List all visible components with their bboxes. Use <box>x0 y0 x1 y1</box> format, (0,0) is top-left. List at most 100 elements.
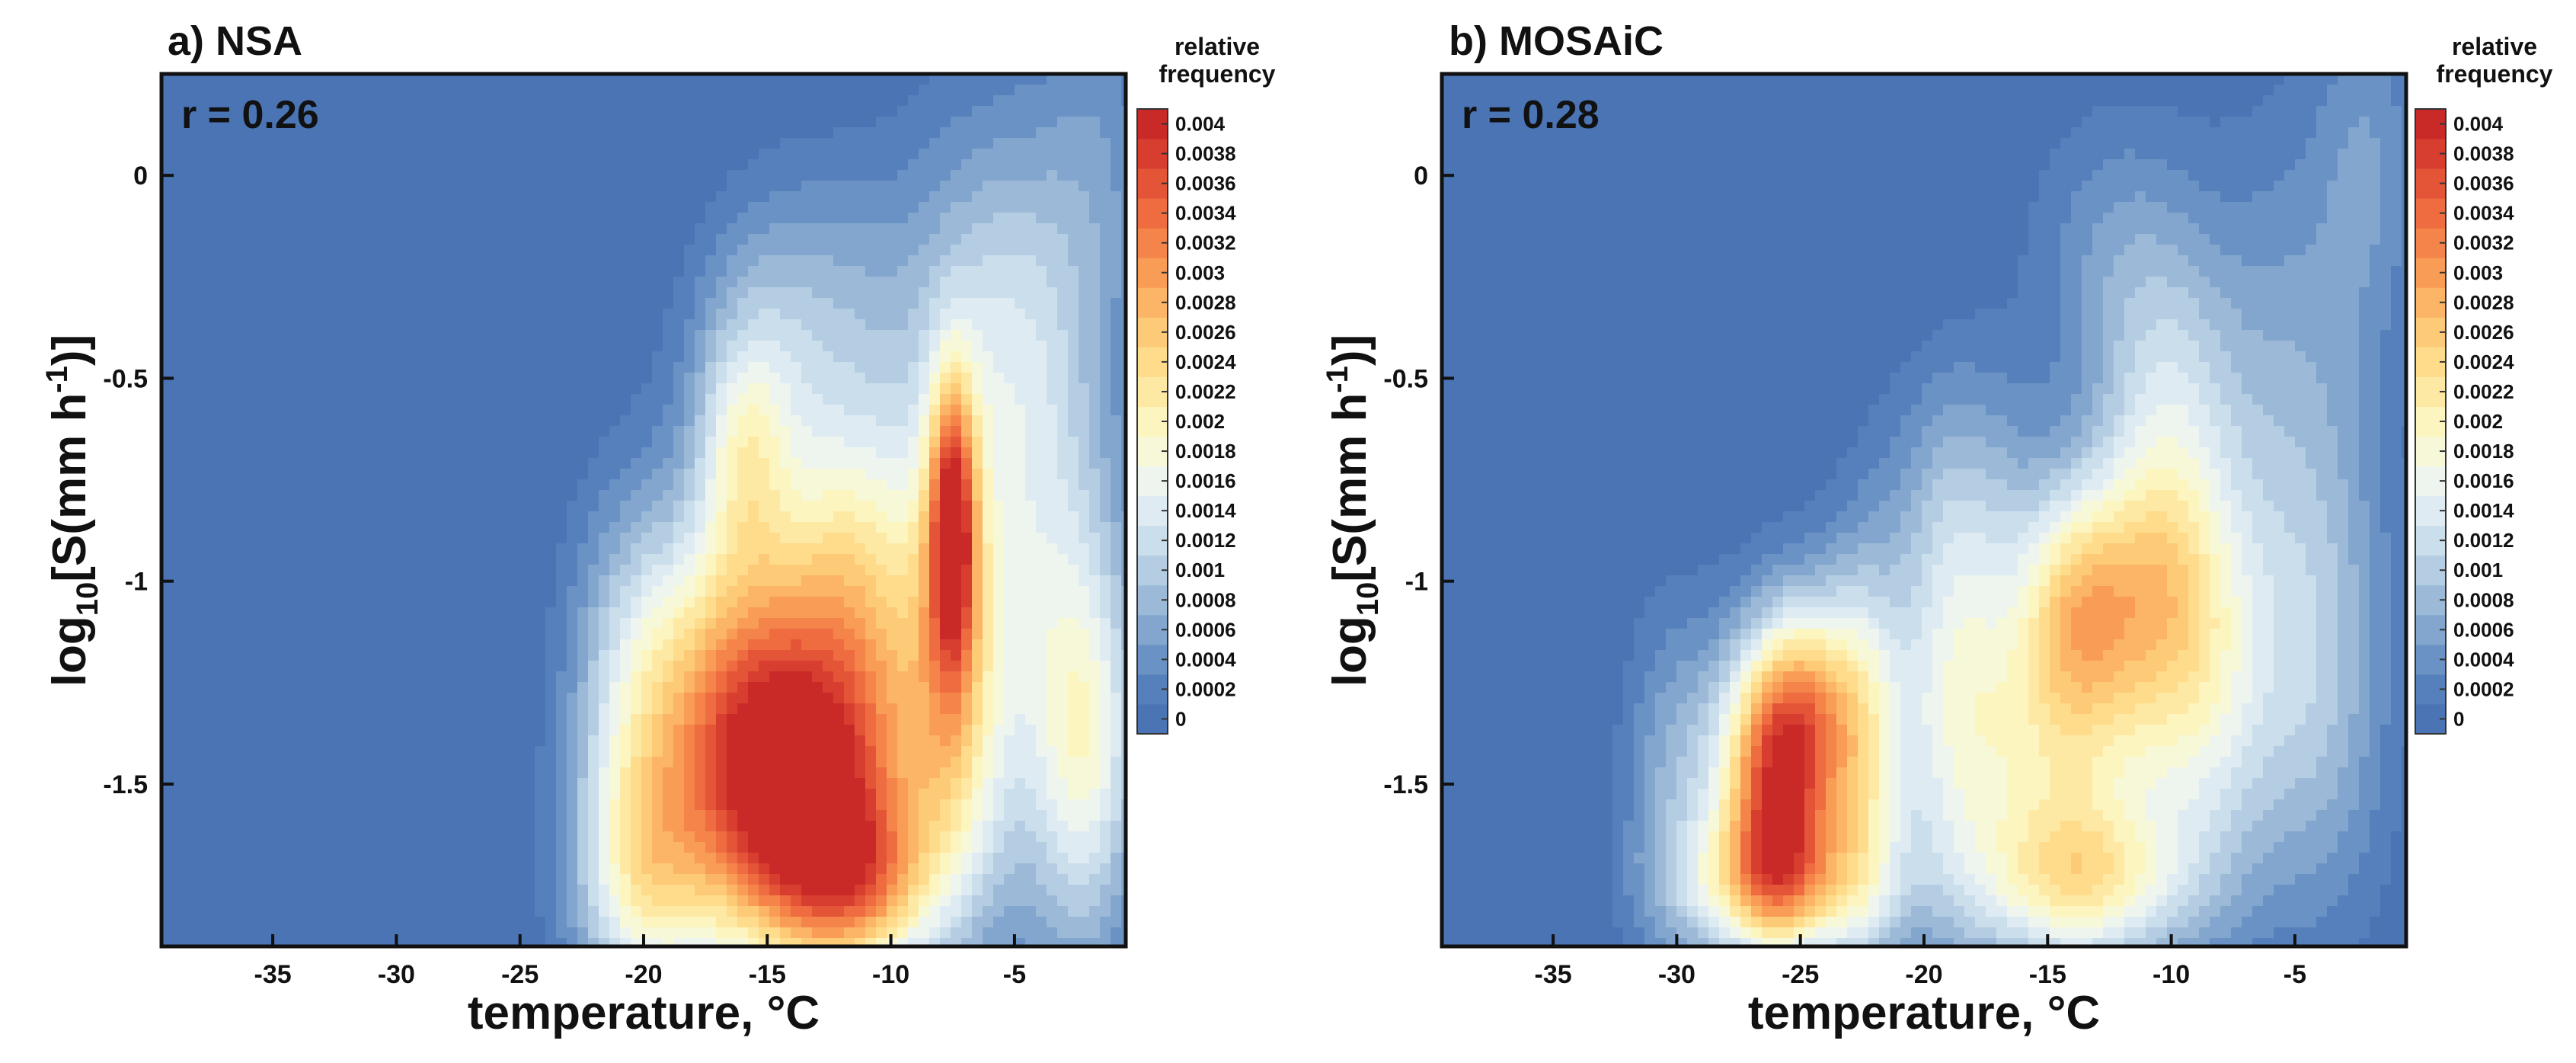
heatmap-cell <box>545 533 557 544</box>
heatmap-cell <box>748 586 759 597</box>
heatmap-cell <box>439 426 450 437</box>
heatmap-cell <box>833 565 845 576</box>
heatmap-cell <box>567 159 578 171</box>
heatmap-cell <box>161 341 173 352</box>
heatmap-cell <box>737 341 749 352</box>
heatmap-cell <box>503 149 514 160</box>
heatmap-cell <box>951 405 962 416</box>
heatmap-cell <box>705 330 717 341</box>
heatmap-cell <box>759 511 770 523</box>
heatmap-cell <box>716 170 727 181</box>
heatmap-cell <box>524 159 535 171</box>
heatmap-cell <box>172 159 184 171</box>
heatmap-cell <box>1111 255 1122 267</box>
heatmap-cell <box>748 266 759 277</box>
heatmap-cell <box>481 330 493 341</box>
heatmap-cell <box>769 394 781 405</box>
heatmap-cell <box>855 245 866 256</box>
heatmap-cell <box>161 522 173 533</box>
heatmap-cell <box>929 490 941 501</box>
heatmap-cell <box>439 362 450 373</box>
heatmap-cell <box>791 533 802 544</box>
heatmap-cell <box>716 565 727 576</box>
heatmap-cell <box>631 362 642 373</box>
heatmap-cell <box>620 245 631 256</box>
heatmap-cell <box>1057 223 1069 235</box>
heatmap-cell <box>652 511 663 523</box>
heatmap-cell <box>321 607 333 619</box>
heatmap-cell <box>407 330 418 341</box>
heatmap-cell <box>471 458 482 469</box>
heatmap-cell <box>727 223 738 235</box>
heatmap-cell <box>300 650 312 661</box>
heatmap-cell <box>247 458 258 469</box>
heatmap-cell <box>737 639 749 651</box>
heatmap-cell <box>567 351 578 363</box>
heatmap-cell <box>737 245 749 256</box>
heatmap-cell <box>599 341 610 352</box>
heatmap-cell <box>396 245 407 256</box>
heatmap-cell <box>321 74 333 85</box>
heatmap-cell <box>172 170 184 181</box>
heatmap-cell <box>919 543 930 555</box>
heatmap-cell <box>449 223 461 235</box>
heatmap-cell <box>1089 383 1101 395</box>
heatmap-cell <box>599 191 610 203</box>
heatmap-cell <box>567 170 578 181</box>
heatmap-cell <box>567 255 578 267</box>
heatmap-cell <box>620 469 631 480</box>
heatmap-cell <box>556 351 567 363</box>
heatmap-cell <box>1068 85 1079 96</box>
heatmap-cell <box>961 255 973 267</box>
heatmap-cell <box>801 639 813 651</box>
heatmap-cell <box>161 351 173 363</box>
heatmap-cell <box>279 490 290 501</box>
heatmap-cell <box>641 117 653 128</box>
heatmap-cell <box>471 266 482 277</box>
heatmap-cell <box>631 287 642 299</box>
heatmap-cell <box>332 543 344 555</box>
heatmap-cell <box>492 202 503 213</box>
heatmap-cell <box>908 565 919 576</box>
heatmap-cell <box>716 245 727 256</box>
heatmap-cell <box>385 437 397 448</box>
heatmap-cell <box>716 277 727 288</box>
heatmap-cell <box>161 586 173 597</box>
heatmap-cell <box>193 607 205 619</box>
heatmap-cell <box>855 383 866 395</box>
heatmap-cell <box>172 287 184 299</box>
heatmap-cell <box>567 458 578 469</box>
heatmap-cell <box>279 447 290 459</box>
heatmap-cell <box>972 501 983 512</box>
heatmap-cell <box>481 106 493 117</box>
heatmap-cell <box>833 95 845 107</box>
heatmap-cell <box>748 575 759 587</box>
heatmap-cell <box>460 341 471 352</box>
heatmap-cell <box>439 565 450 576</box>
heatmap-cell <box>983 255 994 267</box>
heatmap-cell <box>1015 127 1026 139</box>
heatmap-cell <box>215 170 226 181</box>
heatmap-cell <box>823 394 834 405</box>
heatmap-cell <box>396 394 407 405</box>
heatmap-cell <box>321 181 333 192</box>
heatmap-cell <box>428 277 439 288</box>
heatmap-cell <box>503 469 514 480</box>
heatmap-cell <box>609 479 621 491</box>
heatmap-cell <box>823 170 834 181</box>
heatmap-cell <box>183 362 194 373</box>
heatmap-cell <box>1121 117 1126 128</box>
heatmap-cell <box>300 437 312 448</box>
heatmap-cell <box>908 479 919 491</box>
heatmap-cell <box>876 394 887 405</box>
heatmap-cell <box>1057 447 1069 459</box>
heatmap-cell <box>1068 74 1079 85</box>
heatmap-cell <box>577 447 589 459</box>
heatmap-cell <box>172 213 184 224</box>
heatmap-cell <box>1111 447 1122 459</box>
heatmap-cell <box>1121 501 1126 512</box>
heatmap-cell <box>567 362 578 373</box>
heatmap-cell <box>577 383 589 395</box>
heatmap-cell <box>759 309 770 320</box>
heatmap-cell <box>609 277 621 288</box>
